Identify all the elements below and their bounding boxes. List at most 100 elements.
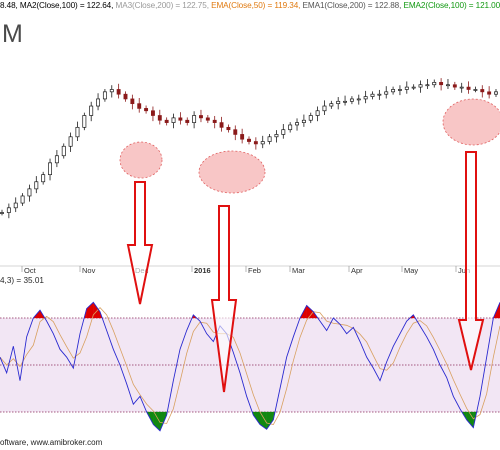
candle-body [178,117,183,121]
candle-body [150,110,155,116]
candle-body [349,98,354,102]
candle-body [274,134,279,138]
candle-body [130,98,135,105]
month-tick-label: Mar [292,266,305,275]
candle-body [185,119,190,123]
candle-body [205,117,210,121]
down-arrow [457,151,485,371]
oscillator-signal-line [0,306,500,425]
month-tick-label: Oct [24,266,37,275]
candle-body [459,86,464,89]
candle-body [329,103,334,107]
header-item-ema1: EMA1(Close,200) = 122.88, [302,1,404,10]
candle-body [226,126,231,131]
header-item-ma3: MA3(Close,200) = 122.75, [115,1,212,10]
month-tick-label: Apr [351,266,363,275]
candle-body [233,129,238,135]
highlight-ellipse [442,98,500,146]
candle-body [219,122,224,128]
candle-body [34,181,39,190]
candle-body [137,103,142,109]
candle-body [343,100,348,103]
down-arrow [210,205,238,393]
month-tick-label: Feb [248,266,261,275]
month-tick-label: May [404,266,418,275]
candle-body [315,110,320,116]
candle-body [212,119,217,123]
candle-body [356,98,361,101]
candle-body [377,93,382,96]
footer-credit: oftware, www.amibroker.com [0,438,103,447]
candle-body [240,134,245,140]
candle-body [96,98,101,107]
candle-body [494,91,498,95]
overbought-fill [86,301,94,319]
candle-body [446,84,450,87]
candle-body [116,89,121,95]
candle-body [404,86,409,90]
candle-body [336,100,341,105]
candle-body [452,84,457,88]
candle-body [171,117,176,123]
candle-body [61,145,66,157]
candle-body [13,202,18,209]
candle-body [384,91,389,95]
candle-body [260,141,265,145]
candle-body [288,124,293,131]
candle-body [432,82,437,86]
candle-body [363,96,368,100]
candle-body [199,115,203,119]
candle-body [192,115,197,123]
candle-body [370,93,375,97]
candle-body [48,162,52,176]
candle-body [144,108,149,112]
indicator-header: 8.48, MA2(Close,100) = 122.64, MA3(Close… [0,0,500,12]
month-tick-label: Jun [458,266,470,275]
header-item-close: 8.48, [0,1,20,10]
candle-body [6,207,11,213]
candle-body [82,115,87,128]
candle-body [473,89,478,91]
oversold-fill [466,411,474,429]
candle-body [68,136,73,147]
candle-body [397,89,402,91]
candle-body [439,82,444,86]
month-tick-label: 2016 [194,266,211,275]
candle-body [102,91,107,100]
candle-body [267,136,272,142]
candle-body [480,89,485,93]
header-item-ema2: EMA2(Close,100) = 121.00 [403,1,500,10]
candle-body [466,86,471,90]
candle-body [54,155,59,164]
highlight-ellipse [119,141,163,179]
month-tick-label: Nov [82,266,96,275]
candle-body [157,115,162,121]
oscillator-header: 4,3) = 35.01 [0,276,44,285]
candle-body [0,212,4,214]
candle-body [109,89,114,93]
oscillator-line [0,301,500,432]
candle-body [487,91,492,95]
candle-body [123,93,128,100]
candle-body [89,105,94,116]
candle-body [411,86,416,89]
candle-body [301,119,306,123]
candle-body [41,174,46,183]
candle-body [75,126,80,138]
candle-body [27,188,32,197]
candle-body [418,84,423,88]
candle-body [295,122,299,126]
candle-body [308,115,313,121]
candle-body [164,119,169,123]
candle-body [322,105,327,112]
candle-body [247,138,251,142]
down-arrow [126,181,154,305]
candle-body [253,141,258,145]
candle-body [281,129,286,135]
header-item-ma2: MA2(Close,100) = 122.64, [19,1,116,10]
candle-body [391,89,396,93]
ticker-symbol: M [2,20,23,48]
highlight-ellipse [198,150,266,194]
